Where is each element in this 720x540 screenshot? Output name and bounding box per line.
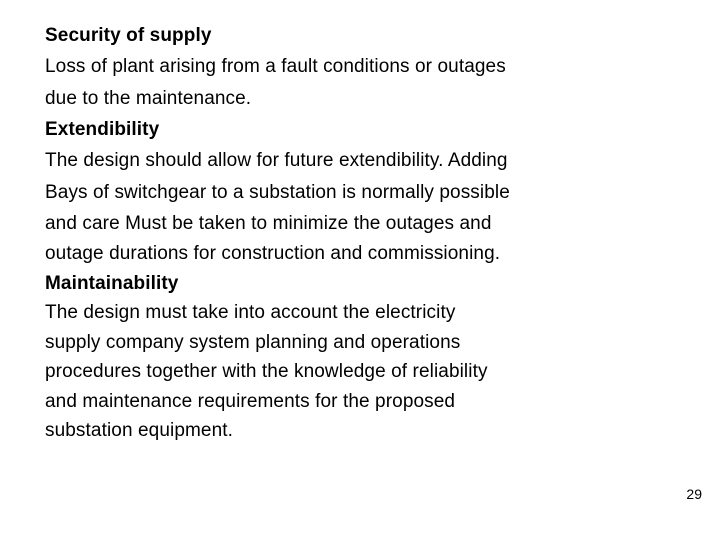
body-text: substation equipment.: [45, 416, 680, 445]
body-text: Loss of plant arising from a fault condi…: [45, 51, 680, 82]
body-text: Bays of switchgear to a substation is no…: [45, 177, 680, 208]
body-text: due to the maintenance.: [45, 83, 680, 114]
body-text: supply company system planning and opera…: [45, 328, 680, 357]
heading-maintainability: Maintainability: [45, 269, 680, 298]
heading-security-of-supply: Security of supply: [45, 20, 680, 51]
heading-extendibility: Extendibility: [45, 114, 680, 145]
page-number: 29: [686, 486, 702, 502]
body-text: The design must take into account the el…: [45, 298, 680, 327]
body-text: procedures together with the knowledge o…: [45, 357, 680, 386]
body-text: outage durations for construction and co…: [45, 239, 680, 268]
body-text: The design should allow for future exten…: [45, 145, 680, 176]
slide-page: Security of supply Loss of plant arising…: [0, 0, 720, 540]
body-text: and maintenance requirements for the pro…: [45, 387, 680, 416]
body-text: and care Must be taken to minimize the o…: [45, 208, 680, 239]
